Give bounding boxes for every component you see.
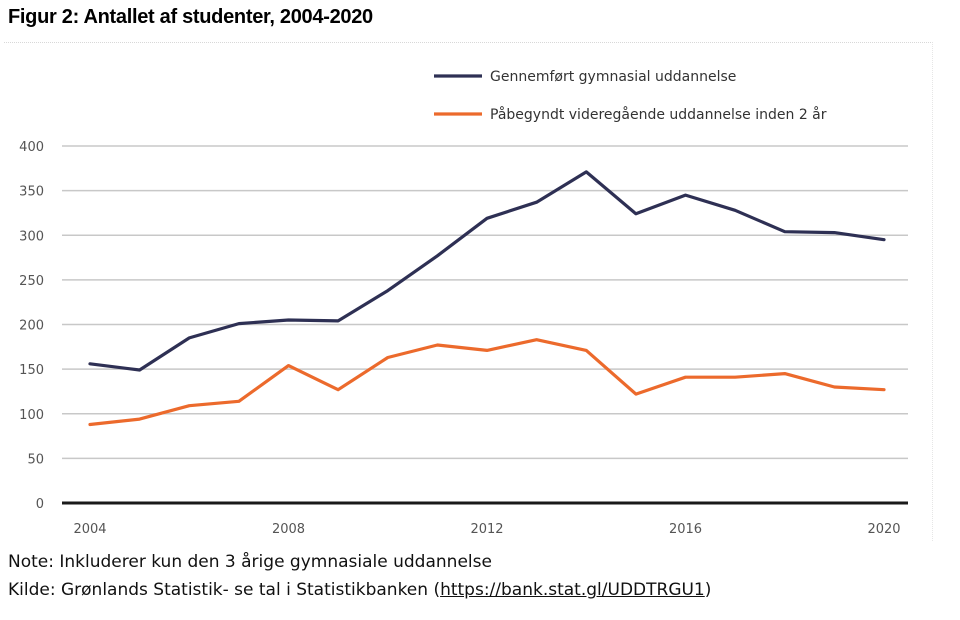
source-line: Kilde: Grønlands Statistik- se tal i Sta…	[8, 576, 711, 604]
y-tick-label: 250	[19, 274, 44, 289]
y-tick-label: 50	[27, 452, 44, 467]
x-tick-label: 2008	[272, 522, 305, 537]
y-tick-label: 350	[19, 185, 44, 200]
source-suffix: )	[704, 580, 712, 600]
x-axis-ticks: 2004 2008 2012 2016 2020	[73, 522, 900, 537]
series-line-2	[88, 338, 886, 427]
notes: Note: Inkluderer kun den 3 årige gymnasi…	[8, 548, 711, 604]
y-tick-label: 0	[36, 497, 44, 512]
legend: Gennemført gymnasial uddannelse Påbegyndt…	[434, 69, 827, 123]
series-lines	[88, 170, 886, 427]
source-prefix: Kilde: Grønlands Statistik- se tal i Sta…	[8, 580, 441, 600]
y-axis-ticks: 0 50 100 150 200 250 300 350 400	[19, 140, 44, 512]
y-tick-label: 400	[19, 140, 44, 155]
y-tick-label: 300	[19, 229, 44, 244]
x-tick-label: 2016	[669, 522, 702, 537]
y-tick-label: 150	[19, 363, 44, 378]
chart-title: Figur 2: Antallet af studenter, 2004-202…	[8, 6, 373, 28]
legend-label-2: Påbegyndt videregående uddannelse inden …	[490, 106, 827, 123]
legend-label-1: Gennemført gymnasial uddannelse	[490, 69, 736, 85]
x-tick-label: 2004	[73, 522, 106, 537]
gridlines	[62, 145, 908, 505]
y-tick-label: 200	[19, 319, 44, 334]
line-chart: 0 50 100 150 200 250 300 350 400 2004 2008 2012 201…	[19, 69, 908, 537]
y-tick-label: 100	[19, 408, 44, 423]
x-tick-label: 2012	[470, 522, 503, 537]
x-tick-label: 2020	[867, 522, 900, 537]
note-text: Note: Inkluderer kun den 3 årige gymnasi…	[8, 552, 492, 572]
chart-panel: 0 50 100 150 200 250 300 350 400 2004 2008 2012 201…	[4, 42, 933, 541]
source-link[interactable]: https://bank.stat.gl/UDDTRGU1	[440, 580, 705, 600]
series-line-1	[88, 170, 886, 372]
